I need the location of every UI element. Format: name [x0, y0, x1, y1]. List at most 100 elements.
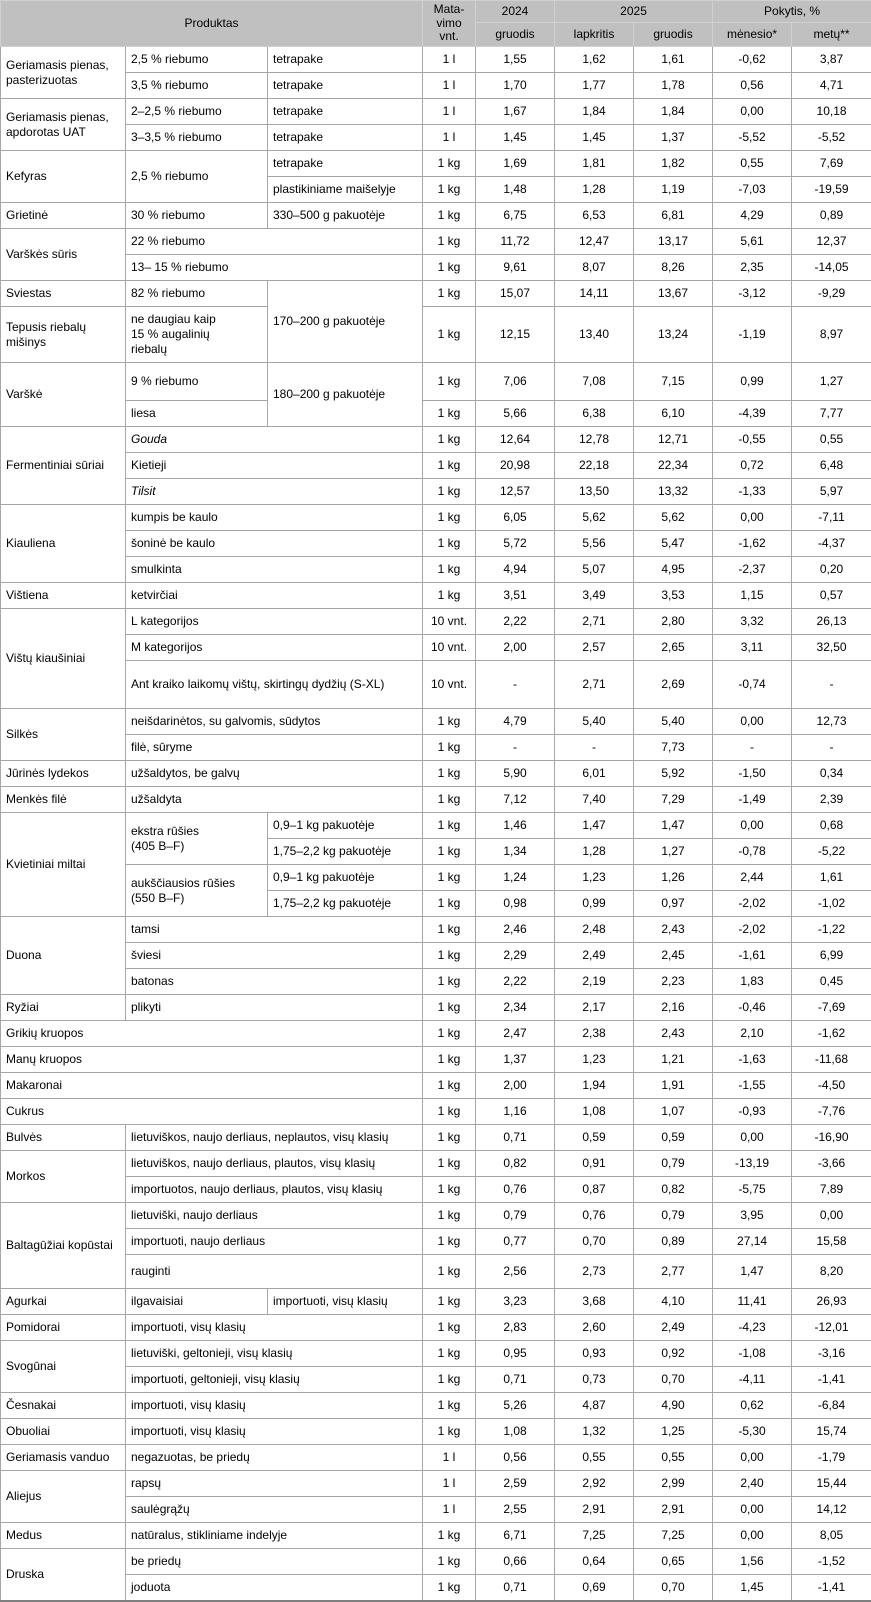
value-cell: 0,76 [476, 1177, 555, 1203]
value-cell: 2,22 [476, 969, 555, 995]
value-cell: 0,82 [634, 1177, 713, 1203]
header-2025-lapkritis: lapkritis [555, 23, 634, 47]
value-cell: 2,80 [634, 609, 713, 635]
unit-cell: 1 kg [423, 709, 476, 735]
variant-cell: ilgavaisiai [126, 1289, 268, 1315]
value-cell: -7,76 [792, 1099, 871, 1125]
value-cell: -16,90 [792, 1125, 871, 1151]
value-cell: -4,39 [713, 401, 792, 427]
value-cell: 1,37 [634, 125, 713, 151]
value-cell: 7,25 [555, 1523, 634, 1549]
value-cell: 5,72 [476, 531, 555, 557]
product-cell: Sviestas [1, 281, 126, 307]
value-cell: 0,56 [476, 1445, 555, 1471]
variant-cell: 0,9–1 kg pakuotėje [268, 865, 423, 891]
variant-cell: saulėgrąžų [126, 1497, 423, 1523]
unit-cell: 1 kg [423, 229, 476, 255]
unit-cell: 1 kg [423, 505, 476, 531]
value-cell: 0,92 [634, 1341, 713, 1367]
product-cell: Kvietiniai miltai [1, 813, 126, 917]
value-cell: -3,16 [792, 1341, 871, 1367]
variant-cell: importuoti, visų klasių [126, 1393, 423, 1419]
value-cell: 1,83 [713, 969, 792, 995]
unit-cell: 1 kg [423, 1203, 476, 1229]
value-cell: 15,07 [476, 281, 555, 307]
value-cell: -1,55 [713, 1073, 792, 1099]
value-cell: - [713, 735, 792, 761]
unit-cell: 1 l [423, 47, 476, 73]
value-cell: 10,18 [792, 99, 871, 125]
variant-cell: plastikiniame maišelyje [268, 177, 423, 203]
product-cell: Obuoliai [1, 1419, 126, 1445]
value-cell: 0,00 [713, 99, 792, 125]
value-cell: 2,99 [634, 1471, 713, 1497]
unit-cell: 10 vnt. [423, 661, 476, 709]
value-cell: -13,19 [713, 1151, 792, 1177]
variant-cell: batonas [126, 969, 423, 995]
variant-cell: tetrapake [268, 151, 423, 177]
value-cell: 5,66 [476, 401, 555, 427]
value-cell: 0,66 [476, 1549, 555, 1575]
value-cell: 8,97 [792, 307, 871, 363]
variant-cell: lietuviškos, naujo derliaus, plautos, vi… [126, 1151, 423, 1177]
value-cell: 2,44 [713, 865, 792, 891]
value-cell: 0,70 [634, 1367, 713, 1393]
product-cell: Makaronai [1, 1073, 423, 1099]
value-cell: 1,28 [555, 839, 634, 865]
value-cell: -5,22 [792, 839, 871, 865]
value-cell: 0,71 [476, 1575, 555, 1601]
value-cell: 1,70 [476, 73, 555, 99]
value-cell: 1,78 [634, 73, 713, 99]
value-cell: 2,60 [555, 1315, 634, 1341]
variant-cell: lietuviškos, naujo derliaus, neplautos, … [126, 1125, 423, 1151]
unit-cell: 1 kg [423, 177, 476, 203]
value-cell: 6,10 [634, 401, 713, 427]
variant-cell: aukščiausios rūšies (550 B–F) [126, 865, 268, 917]
value-cell: 2,48 [555, 917, 634, 943]
variant-cell: 2,5 % riebumo [126, 151, 268, 203]
value-cell: 3,87 [792, 47, 871, 73]
value-cell: -5,52 [713, 125, 792, 151]
variant-cell: ne daugiau kaip 15 % augalinių riebalų [126, 307, 268, 363]
value-cell: 0,79 [634, 1151, 713, 1177]
unit-cell: 1 l [423, 99, 476, 125]
value-cell: 13,67 [634, 281, 713, 307]
product-cell: Druska [1, 1549, 126, 1601]
variant-cell: 2,5 % riebumo [126, 47, 268, 73]
product-cell: Aliejus [1, 1471, 126, 1523]
value-cell: -0,55 [713, 427, 792, 453]
value-cell: 4,79 [476, 709, 555, 735]
value-cell: 1,07 [634, 1099, 713, 1125]
unit-cell: 1 l [423, 1471, 476, 1497]
variant-cell: 0,9–1 kg pakuotėje [268, 813, 423, 839]
value-cell: 7,06 [476, 363, 555, 401]
value-cell: 0,70 [555, 1229, 634, 1255]
value-cell: 1,23 [555, 865, 634, 891]
value-cell: 13,24 [634, 307, 713, 363]
value-cell: 26,13 [792, 609, 871, 635]
value-cell: 1,27 [792, 363, 871, 401]
value-cell: 5,61 [713, 229, 792, 255]
value-cell: 0,91 [555, 1151, 634, 1177]
value-cell: 22,18 [555, 453, 634, 479]
product-cell: Kiauliena [1, 505, 126, 583]
value-cell: 2,23 [634, 969, 713, 995]
unit-cell: 1 l [423, 1497, 476, 1523]
unit-cell: 1 kg [423, 363, 476, 401]
variant-cell: Ant kraiko laikomų vištų, skirtingų dydž… [126, 661, 423, 709]
variant-cell: importuotos, naujo derliaus, plautos, vi… [126, 1177, 423, 1203]
value-cell: 2,55 [476, 1497, 555, 1523]
value-cell: 2,35 [713, 255, 792, 281]
value-cell: 1,84 [634, 99, 713, 125]
value-cell: -1,41 [792, 1367, 871, 1393]
value-cell: 5,56 [555, 531, 634, 557]
unit-cell: 1 kg [423, 1575, 476, 1601]
value-cell: 0,79 [476, 1203, 555, 1229]
unit-cell: 1 kg [423, 1229, 476, 1255]
value-cell: 0,56 [713, 73, 792, 99]
